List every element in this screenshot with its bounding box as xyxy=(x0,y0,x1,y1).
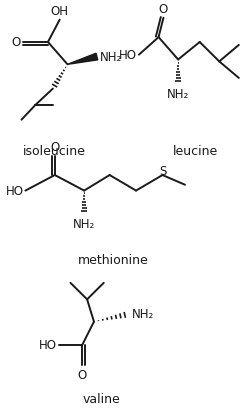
Text: NH₂: NH₂ xyxy=(73,217,95,230)
Text: S: S xyxy=(158,164,166,177)
Text: O: O xyxy=(50,140,59,153)
Text: valine: valine xyxy=(82,392,120,405)
Text: NH₂: NH₂ xyxy=(100,51,122,64)
Text: O: O xyxy=(11,36,20,49)
Text: methionine: methionine xyxy=(78,253,148,266)
Text: leucine: leucine xyxy=(172,145,218,157)
Text: O: O xyxy=(77,369,86,381)
Text: HO: HO xyxy=(6,184,23,198)
Text: HO: HO xyxy=(38,339,56,352)
Text: O: O xyxy=(158,3,168,16)
Text: NH₂: NH₂ xyxy=(166,88,188,101)
Polygon shape xyxy=(67,54,98,65)
Text: isoleucine: isoleucine xyxy=(23,145,86,157)
Text: HO: HO xyxy=(118,49,136,62)
Text: OH: OH xyxy=(50,5,68,18)
Text: NH₂: NH₂ xyxy=(132,308,154,321)
